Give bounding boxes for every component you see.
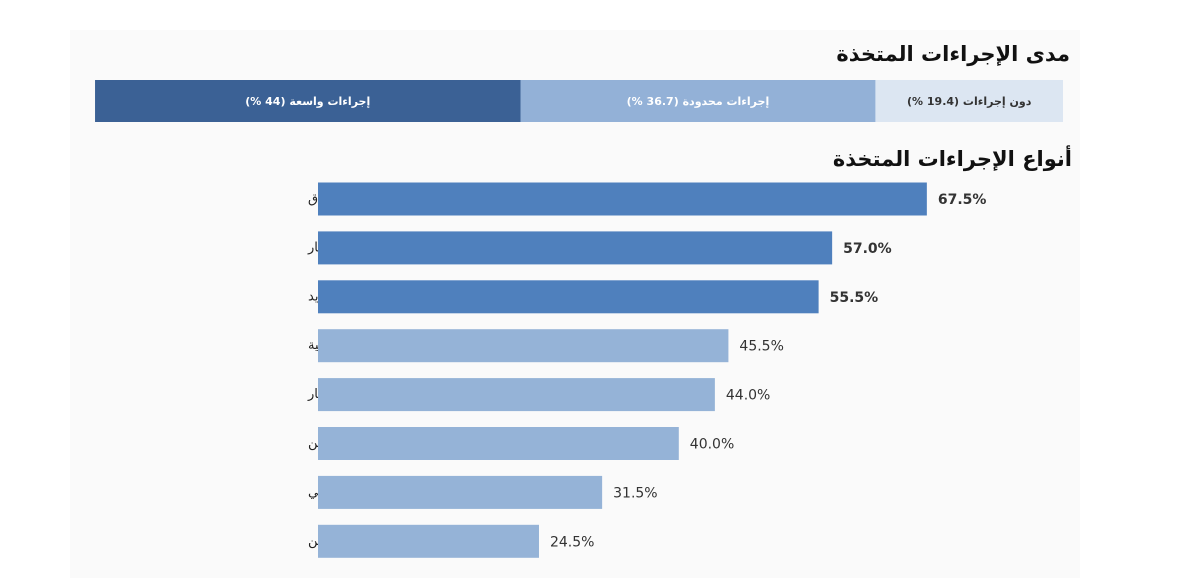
segment-label: إجراءات واسعة (44 %) — [245, 95, 370, 108]
chart-title: مدى الإجراءات المتخذة — [836, 42, 1070, 66]
bar — [318, 231, 833, 265]
bar — [318, 378, 715, 412]
bar — [318, 182, 927, 216]
legend-label: إجراءات واسعة — [289, 95, 370, 108]
value-label: 67.5% — [938, 192, 987, 208]
value-label: 31.5% — [613, 485, 657, 501]
bar-segment — [95, 80, 521, 122]
value-label: 24.5% — [550, 534, 594, 550]
value-label: 44.0% — [726, 388, 770, 404]
value-label: 45.5% — [739, 339, 783, 355]
bar — [318, 475, 603, 509]
bar-segment — [520, 80, 876, 122]
value-label: 40.0% — [690, 437, 734, 453]
value-label: 57.0% — [843, 241, 892, 257]
value-label: (19.4 %) — [907, 95, 959, 108]
legend-label: إجراءات محدودة — [683, 95, 770, 108]
chart-title: أنواع الإجراءات المتخذة — [833, 144, 1072, 171]
segment-label: دون إجراءات (19.4 %) — [907, 95, 1032, 108]
value-label: (36.7 %) — [627, 95, 679, 108]
bar — [318, 427, 679, 460]
value-label: (44 %) — [245, 95, 285, 108]
value-label: 55.5% — [830, 290, 879, 306]
segment-label: إجراءات محدودة (36.7 %) — [627, 95, 770, 108]
bar — [318, 524, 539, 558]
legend-label: دون إجراءات — [963, 95, 1032, 108]
bar — [318, 280, 819, 314]
bar-segment — [875, 80, 1063, 122]
bar — [318, 329, 729, 363]
